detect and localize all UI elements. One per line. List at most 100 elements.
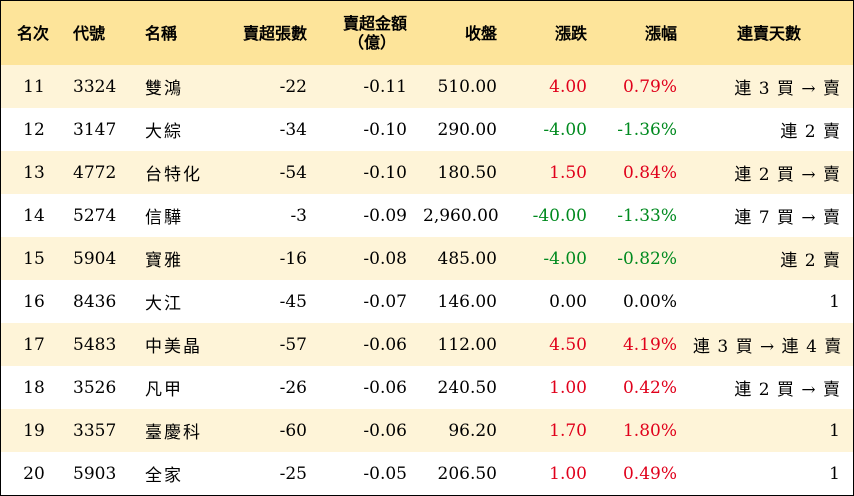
cell-name: 凡甲: [145, 380, 183, 400]
table-row: 12 3147 大綜 -34 -0.10 290.00 -4.00 -1.36%…: [1, 108, 853, 151]
cell-sell-lots: -54: [279, 162, 307, 183]
cell-rank: 19: [23, 420, 45, 441]
cell-close: 485.00: [437, 248, 497, 269]
cell-streak: 連 2 賣: [780, 251, 841, 271]
cell-sell-amount: -0.07: [363, 291, 407, 312]
cell-name: 大江: [145, 294, 183, 314]
cell-close: 2,960.00: [423, 205, 499, 226]
header-streak: 連賣天數: [736, 23, 801, 43]
cell-change: 0.00: [549, 291, 587, 312]
cell-code: 3324: [73, 76, 117, 97]
table-row: 13 4772 台特化 -54 -0.10 180.50 1.50 0.84% …: [1, 151, 853, 194]
table-row: 15 5904 寶雅 -16 -0.08 485.00 -4.00 -0.82%…: [1, 237, 853, 280]
cell-streak: 1: [829, 420, 841, 441]
header-change-pct: 漲幅: [644, 23, 677, 43]
cell-name: 寶雅: [145, 251, 183, 271]
cell-change-pct: 0.42%: [622, 377, 677, 398]
table-row: 16 8436 大江 -45 -0.07 146.00 0.00 0.00% 1: [1, 280, 853, 323]
cell-sell-amount: -0.09: [363, 205, 407, 226]
cell-rank: 12: [23, 119, 45, 140]
cell-name: 雙鴻: [145, 79, 183, 99]
cell-sell-amount: -0.06: [363, 420, 407, 441]
cell-sell-lots: -22: [279, 76, 307, 97]
cell-rank: 15: [23, 248, 45, 269]
table-row: 17 5483 中美晶 -57 -0.06 112.00 4.50 4.19% …: [1, 323, 853, 366]
cell-sell-lots: -60: [279, 420, 307, 441]
cell-sell-lots: -16: [279, 248, 307, 269]
header-sell-lots: 賣超張數: [242, 23, 307, 43]
cell-sell-amount: -0.05: [363, 463, 407, 484]
cell-change-pct: 0.84%: [622, 162, 677, 183]
cell-name: 信驊: [145, 208, 183, 228]
cell-change-pct: 0.49%: [622, 463, 677, 484]
header-rank: 名次: [16, 23, 49, 43]
cell-code: 3147: [73, 119, 117, 140]
cell-sell-lots: -25: [279, 463, 307, 484]
cell-streak: 連 7 買 → 賣: [734, 208, 841, 228]
cell-streak: 連 3 買 → 賣: [734, 79, 841, 99]
header-sell-amount-line2: （億）: [347, 33, 396, 52]
table-body: 11 3324 雙鴻 -22 -0.11 510.00 4.00 0.79% 連…: [1, 65, 853, 495]
cell-rank: 16: [23, 291, 45, 312]
cell-change-pct: 0.00%: [622, 291, 677, 312]
cell-change-pct: 4.19%: [622, 334, 677, 355]
cell-sell-amount: -0.10: [363, 119, 407, 140]
cell-rank: 20: [23, 463, 45, 484]
cell-change: -4.00: [543, 248, 587, 269]
cell-sell-lots: -34: [279, 119, 307, 140]
header-close: 收盤: [464, 23, 497, 43]
cell-streak: 連 2 買 → 賣: [734, 165, 841, 185]
cell-change: 4.00: [549, 76, 587, 97]
cell-change-pct: 1.80%: [622, 420, 677, 441]
cell-streak: 連 3 買 → 連 4 賣: [693, 337, 843, 357]
cell-sell-amount: -0.06: [363, 377, 407, 398]
cell-sell-amount: -0.08: [363, 248, 407, 269]
cell-close: 96.20: [448, 420, 497, 441]
table-row: 18 3526 凡甲 -26 -0.06 240.50 1.00 0.42% 連…: [1, 366, 853, 409]
cell-change: -4.00: [543, 119, 587, 140]
header-change: 漲跌: [554, 23, 587, 43]
table-header: 名次 代號 名稱 賣超張數 賣超金額 （億） 收盤 漲跌 漲幅 連賣天數: [1, 1, 853, 65]
cell-name: 全家: [145, 466, 183, 486]
cell-code: 5274: [73, 205, 117, 226]
table-row: 14 5274 信驊 -3 -0.09 2,960.00 -40.00 -1.3…: [1, 194, 853, 237]
cell-sell-lots: -26: [279, 377, 307, 398]
cell-rank: 17: [23, 334, 45, 355]
cell-sell-amount: -0.06: [363, 334, 407, 355]
cell-streak: 1: [829, 291, 841, 312]
header-sell-amount-line1: 賣超金額: [342, 14, 407, 33]
cell-change: 1.00: [549, 377, 587, 398]
header-code: 代號: [73, 23, 106, 43]
cell-change-pct: -0.82%: [617, 248, 677, 269]
cell-close: 206.50: [437, 463, 497, 484]
header-name: 名稱: [145, 23, 178, 43]
cell-name: 中美晶: [145, 337, 202, 357]
cell-change: 1.70: [549, 420, 587, 441]
cell-code: 4772: [73, 162, 117, 183]
header-sell-amount: 賣超金額 （億）: [315, 1, 415, 65]
cell-code: 5483: [73, 334, 117, 355]
cell-sell-lots: -3: [290, 205, 307, 226]
cell-close: 510.00: [437, 76, 497, 97]
cell-change-pct: 0.79%: [622, 76, 677, 97]
cell-code: 8436: [73, 291, 117, 312]
cell-code: 5904: [73, 248, 117, 269]
cell-rank: 13: [23, 162, 45, 183]
cell-sell-lots: -57: [279, 334, 307, 355]
cell-sell-amount: -0.10: [363, 162, 407, 183]
cell-code: 3357: [73, 420, 117, 441]
cell-close: 180.50: [437, 162, 497, 183]
cell-rank: 14: [23, 205, 45, 226]
cell-streak: 連 2 買 → 賣: [734, 380, 841, 400]
cell-change: -40.00: [532, 205, 587, 226]
header-row: 名次 代號 名稱 賣超張數 賣超金額 （億） 收盤 漲跌 漲幅 連賣天數: [1, 1, 853, 65]
cell-name: 大綜: [145, 122, 183, 142]
cell-name: 臺慶科: [145, 423, 202, 443]
cell-change: 4.50: [549, 334, 587, 355]
cell-change: 1.50: [549, 162, 587, 183]
cell-code: 5903: [73, 463, 117, 484]
table-row: 20 5903 全家 -25 -0.05 206.50 1.00 0.49% 1: [1, 452, 853, 495]
cell-rank: 11: [23, 76, 45, 97]
cell-close: 112.00: [437, 334, 497, 355]
